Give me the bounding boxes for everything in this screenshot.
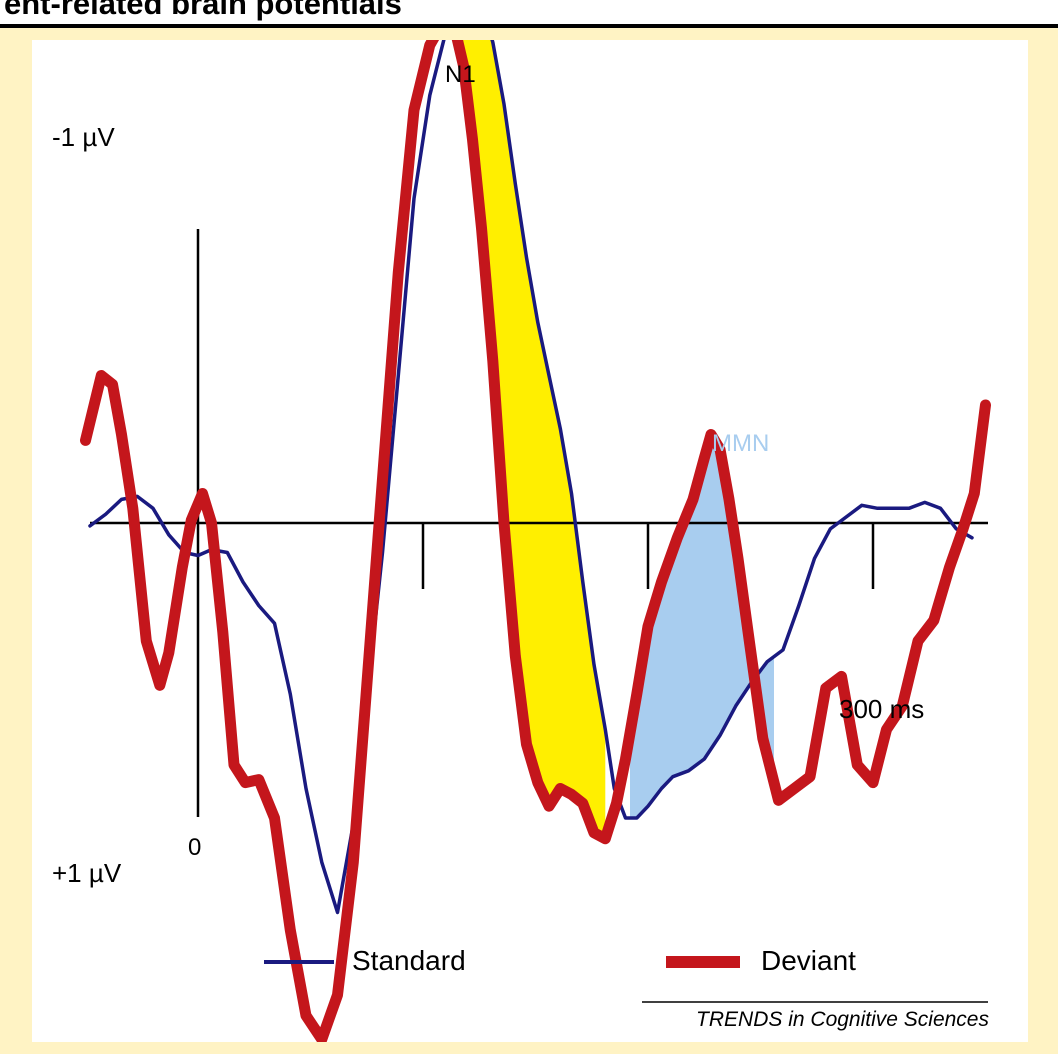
chart-labels: -1 µV +1 µV 0 300 ms N1 MMN [52,61,924,888]
mmn-fill [630,434,774,818]
page-heading: ent-related brain potentials [4,0,402,21]
x-tick-label-300: 300 ms [839,694,924,724]
n1_difference-fill [461,40,606,839]
top-band: ent-related brain potentials [0,0,1058,24]
top-rule [0,24,1058,28]
source-footer: TRENDS in Cognitive Sciences [642,1001,989,1031]
y-tick-label-pos1: +1 µV [52,858,122,888]
y-tick-label-neg1: -1 µV [52,122,115,152]
erp-chart: -1 µV +1 µV 0 300 ms N1 MMN Standard Deviant T… [52,40,991,1042]
n1-annotation: N1 [445,61,476,88]
legend-label-standard: Standard [352,945,466,976]
chart-panel: -1 µV +1 µV 0 300 ms N1 MMN Standard Deviant T… [32,40,1028,1042]
legend-label-deviant: Deviant [761,945,856,976]
standard-series-line [88,40,974,915]
series-lines [80,40,991,1042]
mmn-annotation: MMN [712,430,769,457]
x-tick-label-0: 0 [188,834,201,861]
shaded-regions [461,40,774,839]
deviant-series-line [80,40,991,1042]
legend: Standard Deviant [264,945,856,976]
footer-source-label: TRENDS in Cognitive Sciences [696,1008,989,1031]
